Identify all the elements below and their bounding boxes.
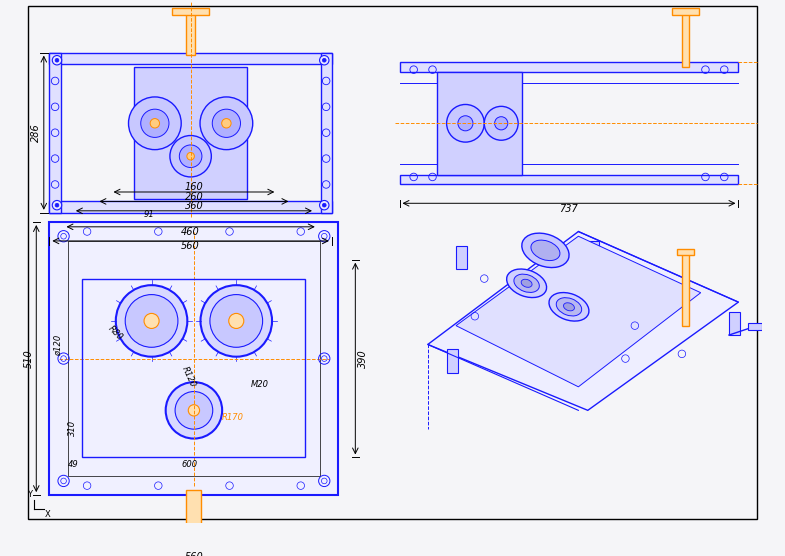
Bar [49, 53, 60, 213]
Circle shape [200, 97, 253, 150]
Bar [82, 279, 305, 458]
Circle shape [53, 201, 62, 210]
Text: 600: 600 [181, 460, 197, 469]
Circle shape [447, 105, 484, 142]
Circle shape [55, 203, 59, 207]
Text: R170: R170 [222, 413, 244, 422]
Bar [186, 490, 202, 533]
Circle shape [495, 117, 508, 130]
Ellipse shape [564, 303, 575, 311]
Polygon shape [428, 316, 739, 495]
Ellipse shape [522, 233, 569, 267]
Circle shape [210, 295, 263, 348]
Bar [68, 241, 319, 476]
Text: X: X [45, 510, 50, 519]
Bar [49, 201, 332, 213]
Text: 360: 360 [184, 201, 203, 211]
Bar [588, 241, 599, 265]
Circle shape [187, 152, 195, 160]
Text: 737: 737 [560, 204, 579, 214]
Circle shape [319, 56, 329, 65]
Ellipse shape [557, 297, 582, 316]
Bar [186, 12, 195, 54]
Circle shape [188, 405, 199, 416]
Text: M20: M20 [250, 380, 268, 389]
Bar [175, 531, 213, 542]
Circle shape [150, 118, 159, 128]
Circle shape [228, 314, 244, 329]
Bar [400, 175, 739, 185]
Bar [400, 62, 739, 72]
Bar [456, 246, 467, 269]
Polygon shape [579, 231, 739, 382]
Bar [172, 8, 210, 15]
Bar [447, 349, 458, 373]
Polygon shape [456, 236, 701, 387]
Text: 286: 286 [31, 123, 42, 142]
Bar [677, 250, 694, 255]
Circle shape [116, 285, 188, 357]
Ellipse shape [521, 279, 532, 287]
Circle shape [166, 382, 222, 439]
Bar [673, 8, 699, 15]
Text: 260: 260 [184, 192, 203, 202]
Circle shape [179, 145, 202, 167]
Bar [134, 67, 247, 198]
Text: 460: 460 [181, 226, 200, 236]
Text: 310: 310 [68, 420, 77, 436]
Text: 160: 160 [184, 182, 203, 192]
Text: R80: R80 [106, 324, 124, 342]
Circle shape [129, 97, 181, 150]
Circle shape [484, 106, 518, 140]
Circle shape [55, 58, 59, 62]
Circle shape [212, 109, 240, 137]
Text: Y: Y [27, 490, 32, 499]
Circle shape [170, 136, 211, 177]
Text: R120: R120 [180, 365, 197, 389]
Bar [49, 222, 338, 495]
Circle shape [319, 201, 329, 210]
Text: 510: 510 [24, 349, 34, 368]
Ellipse shape [531, 240, 560, 261]
Bar [49, 53, 332, 64]
Text: ø120: ø120 [54, 335, 63, 356]
Bar [682, 11, 689, 67]
Circle shape [458, 116, 473, 131]
Ellipse shape [506, 269, 546, 297]
Text: 91: 91 [144, 210, 155, 220]
Circle shape [126, 295, 178, 348]
Text: 560: 560 [181, 241, 200, 251]
Circle shape [323, 58, 326, 62]
Bar [748, 323, 762, 330]
Bar [437, 72, 522, 175]
Polygon shape [428, 231, 739, 410]
Text: 390: 390 [358, 349, 368, 368]
Circle shape [175, 391, 213, 429]
Text: 49: 49 [68, 460, 79, 469]
Circle shape [221, 118, 231, 128]
Ellipse shape [514, 274, 539, 292]
Circle shape [144, 314, 159, 329]
Ellipse shape [549, 292, 589, 321]
Text: 560: 560 [184, 552, 203, 556]
Circle shape [323, 203, 326, 207]
Circle shape [200, 285, 272, 357]
Bar [729, 311, 740, 335]
Bar [320, 53, 332, 213]
Bar [682, 250, 689, 326]
Circle shape [53, 56, 62, 65]
Polygon shape [428, 231, 579, 429]
Circle shape [141, 109, 169, 137]
